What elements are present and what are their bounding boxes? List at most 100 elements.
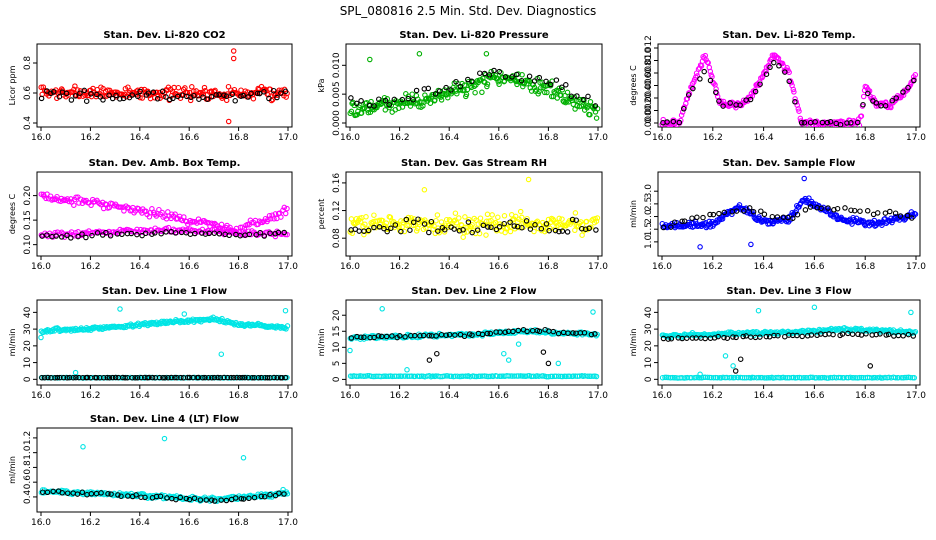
y-tick-label: 1.0 (644, 234, 654, 249)
data-point (276, 490, 282, 496)
outlier-point (501, 350, 507, 357)
data-point (578, 219, 584, 225)
outlier-point (525, 176, 532, 183)
points-group (38, 306, 291, 381)
data-point (671, 219, 678, 225)
data-point (902, 374, 908, 381)
data-point (117, 96, 123, 102)
data-point (109, 374, 116, 381)
y-tick-label: 5 (332, 360, 342, 366)
data-point (349, 230, 356, 237)
data-point (572, 210, 579, 216)
outlier-point (801, 175, 807, 182)
data-point (774, 54, 781, 61)
outlier-point (367, 56, 373, 63)
x-tick-label: 16.4 (439, 133, 459, 143)
data-point (731, 374, 738, 381)
data-point (546, 227, 552, 234)
data-point (446, 331, 453, 338)
data-point (384, 228, 390, 235)
data-point (211, 230, 218, 236)
data-point (278, 214, 284, 220)
data-point (392, 222, 399, 228)
x-tick-label: 16.8 (229, 391, 249, 401)
data-point (479, 331, 486, 338)
data-point (584, 373, 591, 379)
data-point (660, 116, 666, 123)
data-point (60, 374, 67, 381)
y-tick-label: 30 (23, 323, 33, 335)
data-point (100, 97, 106, 103)
data-point (231, 86, 238, 93)
data-point (538, 225, 545, 232)
data-point (495, 214, 501, 221)
data-point (513, 71, 520, 78)
data-point (757, 334, 763, 340)
data-point (547, 81, 554, 88)
data-point (104, 374, 110, 381)
data-point (555, 330, 562, 337)
data-point (691, 79, 697, 85)
x-tick-label: 16.6 (489, 262, 509, 272)
y-tick-label: 0.12 (332, 201, 342, 221)
data-point (64, 490, 71, 496)
data-point (264, 374, 271, 381)
data-point (165, 374, 171, 381)
data-point (499, 329, 506, 336)
data-point (375, 333, 382, 339)
data-point (879, 222, 885, 228)
data-point (142, 230, 149, 237)
data-point (115, 492, 121, 498)
data-point (102, 201, 109, 207)
data-point (191, 495, 198, 502)
data-point (485, 224, 491, 230)
points-group (659, 175, 919, 250)
data-point (544, 89, 550, 96)
data-point (559, 373, 566, 380)
data-point (511, 223, 518, 229)
data-point (230, 374, 237, 381)
data-point (904, 212, 911, 219)
y-tick-label: 0.010 (644, 47, 654, 73)
data-point (786, 78, 792, 85)
y-axis-label: ml/min (8, 456, 17, 484)
data-point (587, 99, 594, 105)
data-point (559, 87, 566, 93)
data-point (229, 91, 236, 98)
data-point (164, 495, 170, 501)
data-point (415, 216, 421, 222)
data-point (282, 374, 289, 381)
data-point (716, 210, 722, 217)
data-point (702, 335, 708, 342)
x-tick-label: 16.2 (703, 133, 723, 143)
outlier-point (697, 371, 703, 378)
data-point (501, 213, 508, 219)
data-point (203, 497, 210, 503)
data-point (665, 336, 671, 342)
data-point (882, 103, 889, 109)
data-point (519, 72, 525, 78)
data-point (796, 108, 802, 114)
data-point (185, 374, 191, 381)
data-point (38, 84, 44, 91)
data-point (676, 119, 683, 126)
data-point (839, 331, 846, 337)
x-tick-label: 16.2 (80, 518, 100, 528)
data-point (177, 494, 184, 501)
data-point (410, 96, 416, 103)
data-point (197, 497, 204, 503)
data-point (469, 78, 475, 85)
data-point (416, 373, 423, 380)
x-tick-label: 16.0 (31, 133, 51, 143)
data-point (234, 374, 240, 381)
panel-5: Stan. Dev. Gas Stream RH 16.0 16.2 16.4 16.6… (317, 158, 608, 272)
data-point (848, 120, 854, 126)
data-point (889, 97, 895, 104)
data-point (771, 59, 777, 66)
data-point (364, 335, 370, 341)
data-point (445, 222, 452, 229)
y-tick-label: 0.002 (644, 98, 654, 124)
data-point (818, 205, 824, 212)
data-point (113, 92, 119, 99)
data-point (362, 221, 368, 228)
